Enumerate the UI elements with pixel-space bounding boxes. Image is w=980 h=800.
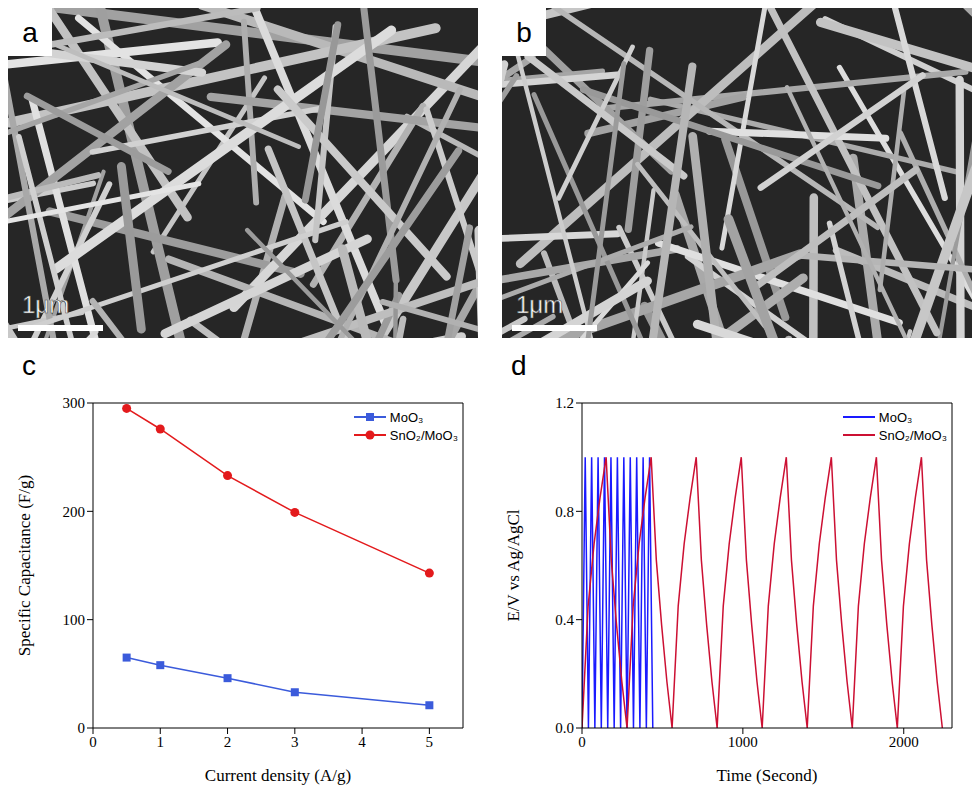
svg-text:1.2: 1.2 (555, 395, 574, 411)
svg-text:0: 0 (89, 734, 97, 750)
svg-text:3: 3 (291, 734, 299, 750)
svg-text:0: 0 (578, 734, 586, 750)
svg-text:0: 0 (78, 720, 86, 736)
svg-text:Specific Capacitance (F/g): Specific Capacitance (F/g) (15, 475, 34, 656)
svg-text:300: 300 (63, 395, 86, 411)
svg-text:a: a (22, 17, 38, 48)
svg-text:0.4: 0.4 (555, 612, 574, 628)
svg-text:5: 5 (426, 734, 434, 750)
html-text:SnO₂/MoO₃: SnO₂/MoO₃ (389, 427, 458, 443)
html-text:c: c (22, 350, 36, 381)
svg-text:4: 4 (358, 734, 366, 750)
svg-text:Time (Second): Time (Second) (717, 766, 818, 785)
svg-text:E/V vs Ag/AgCl: E/V vs Ag/AgCl (504, 509, 523, 621)
svg-text:0.8: 0.8 (555, 504, 574, 520)
svg-text:Current density (A/g): Current density (A/g) (205, 766, 351, 785)
svg-text:0.0: 0.0 (555, 720, 574, 736)
svg-text:b: b (516, 17, 532, 48)
svg-text:200: 200 (63, 504, 86, 520)
svg-text:1μm: 1μm (516, 291, 563, 318)
svg-text:1μm: 1μm (22, 291, 69, 318)
svg-text:2000: 2000 (889, 734, 919, 750)
html-text:MoO₃: MoO₃ (878, 409, 913, 425)
svg-text:1000: 1000 (728, 734, 758, 750)
html-text:SnO₂/MoO₃: SnO₂/MoO₃ (878, 427, 947, 443)
html-text:MoO₃: MoO₃ (389, 409, 424, 425)
svg-text:2: 2 (224, 734, 232, 750)
html-text:d: d (511, 350, 527, 381)
svg-text:1: 1 (157, 734, 165, 750)
svg-text:100: 100 (63, 612, 86, 628)
